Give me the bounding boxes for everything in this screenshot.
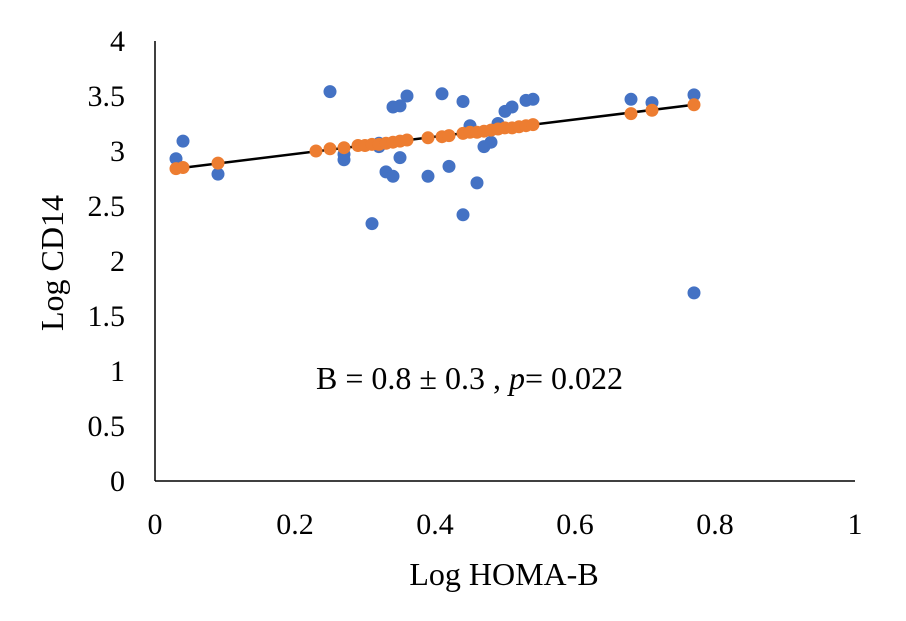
annotation-prefix: B = 0.8 ± 0.3 , [316,360,509,396]
data-point [337,153,351,167]
series-2 [169,98,701,176]
data-point [526,92,540,106]
data-point [456,208,470,222]
data-point [421,169,435,183]
data-point [687,88,701,102]
y-tick-label: 0.5 [88,410,126,443]
data-point [442,129,456,143]
data-point [456,95,470,108]
trendline [175,103,695,170]
data-point [421,131,435,145]
x-tick-label: 0.6 [556,508,594,541]
data-point [687,98,701,112]
data-point [211,156,225,170]
data-point [442,159,456,173]
x-axis-label: Log HOMA-B [409,556,598,592]
data-point [470,176,484,190]
x-tick-label: 0.4 [416,508,454,541]
data-point [386,169,400,183]
y-axis-label: Log CD14 [34,195,70,331]
data-point [505,100,519,114]
x-tick-label: 0 [148,508,163,541]
x-tick-label: 0.2 [276,508,314,541]
x-tick-label: 0.8 [696,508,734,541]
y-tick-label: 2.5 [88,190,126,223]
annotation-p-symbol: p [507,360,525,396]
data-points [169,85,701,300]
y-tick-label: 1 [110,355,125,388]
y-tick-labels: 0 0.5 1 1.5 2 2.5 3 3.5 4 [88,25,126,498]
data-point [323,85,337,99]
data-point [337,141,351,155]
data-point [393,99,407,113]
regression-annotation: B = 0.8 ± 0.3 , p= 0.022 [316,360,623,396]
x-tick-label: 1 [848,508,863,541]
trendline-group [175,103,695,170]
y-tick-label: 1.5 [88,300,126,333]
data-point [624,92,638,106]
data-point [176,161,190,174]
data-point [400,133,414,147]
data-point [484,135,498,149]
data-point [309,144,323,158]
y-tick-label: 3 [110,135,125,168]
y-tick-label: 3.5 [88,80,126,113]
x-tick-labels: 0 0.2 0.4 0.6 0.8 1 [148,508,863,541]
y-tick-label: 2 [110,245,125,278]
data-point [400,89,414,103]
data-point [176,134,190,148]
data-point [526,118,540,132]
series-1 [169,85,701,300]
plot-area [154,41,855,482]
annotation-suffix: = 0.022 [525,360,623,396]
data-point [435,87,449,101]
data-point [365,217,379,231]
data-point [645,103,659,117]
data-point [169,152,183,166]
y-tick-label: 0 [110,465,125,498]
data-point [687,286,701,300]
data-point [393,151,407,165]
data-point [624,107,638,121]
data-point [323,142,337,156]
data-point [211,167,225,181]
y-tick-label: 4 [110,25,125,58]
